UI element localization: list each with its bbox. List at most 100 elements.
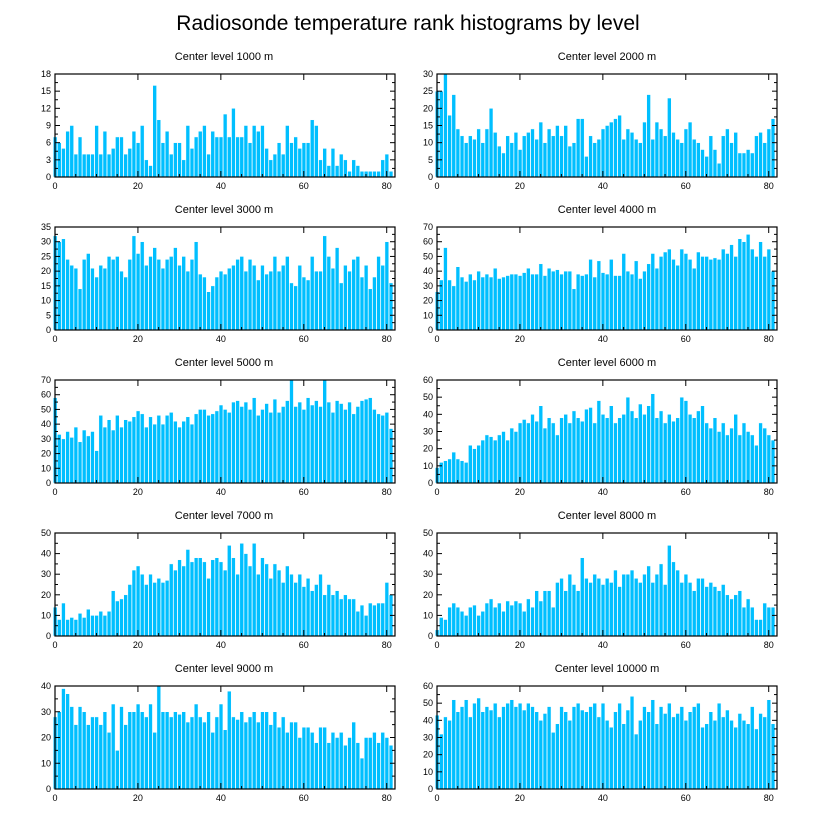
x-tick-label: 60 (299, 334, 309, 344)
histogram-bar (305, 142, 311, 178)
histogram-bar (638, 720, 643, 790)
histogram-bar (642, 706, 647, 790)
histogram-bar (741, 241, 747, 331)
histogram-bar (214, 276, 220, 331)
histogram-bar (604, 578, 610, 637)
histogram-bar (384, 582, 390, 637)
histogram-bar (696, 702, 701, 790)
histogram-bar (596, 716, 602, 790)
histogram-bar (721, 248, 726, 331)
histogram-bar (231, 557, 236, 637)
histogram-bar (61, 688, 66, 790)
x-tick-label: 80 (382, 640, 392, 650)
histogram-bar (210, 413, 215, 484)
histogram-bar (363, 737, 369, 790)
histogram-bar (156, 685, 161, 790)
histogram-bar (239, 406, 244, 484)
histogram-bar (310, 732, 315, 790)
histogram-bar (650, 253, 655, 331)
histogram-bar (617, 586, 622, 637)
histogram-bar (314, 584, 319, 637)
histogram-bar (123, 724, 128, 790)
histogram-bar (737, 152, 743, 178)
y-tick-label: 10 (41, 758, 51, 768)
histogram-bar (567, 422, 573, 484)
histogram-bar (571, 706, 577, 790)
histogram-bar (671, 716, 676, 790)
histogram-bar (671, 132, 676, 178)
x-tick-label: 20 (133, 640, 143, 650)
y-tick-label: 40 (41, 549, 51, 559)
histogram-bar (683, 400, 689, 484)
histogram-bar (260, 265, 265, 331)
histogram-bar (455, 266, 461, 331)
histogram-bar (239, 136, 244, 178)
histogram-bar (530, 273, 535, 331)
histogram-bar (575, 273, 581, 331)
y-tick-label: 50 (423, 698, 433, 708)
histogram-bar (493, 267, 498, 331)
x-tick-label: 80 (764, 793, 774, 803)
histogram-bar (86, 435, 91, 484)
histogram-bar (181, 420, 186, 484)
histogram-bar (318, 726, 323, 790)
histogram-bar (330, 594, 336, 637)
histogram-bar (185, 416, 191, 484)
histogram-bar (708, 582, 713, 637)
histogram-bar (252, 543, 257, 637)
histogram-bar (368, 737, 373, 790)
histogram-bar (725, 434, 730, 484)
histogram-bar (683, 128, 689, 178)
histogram-bar (754, 619, 759, 637)
histogram-bar (592, 142, 597, 178)
histogram-bar (305, 726, 311, 790)
histogram-bar (189, 423, 195, 484)
histogram-bar (542, 275, 548, 331)
histogram-bar (588, 706, 593, 790)
histogram-bar (305, 397, 311, 484)
x-tick-label: 60 (299, 181, 309, 191)
histogram-bar (663, 422, 668, 484)
histogram-bar (472, 448, 477, 484)
histogram-bar (169, 412, 174, 484)
histogram-bar (476, 444, 481, 484)
histogram-bar (484, 706, 490, 790)
histogram-bar (542, 713, 548, 790)
histogram-bar (173, 142, 178, 178)
histogram-bar (252, 711, 257, 790)
histogram-bar (604, 273, 610, 331)
histogram-bar (741, 606, 747, 637)
histogram-bar (476, 615, 481, 637)
histogram-bar (634, 417, 639, 484)
histogram-bar (310, 119, 315, 178)
histogram-bar (650, 582, 655, 637)
histogram-bar (745, 234, 751, 331)
histogram-bar (140, 413, 145, 484)
histogram-bar (501, 611, 506, 637)
histogram-bar (600, 584, 606, 637)
histogram-bar (480, 142, 485, 178)
histogram-bar (484, 273, 490, 331)
histogram-bar (592, 422, 597, 484)
y-tick-label: 20 (41, 266, 51, 276)
x-tick-label: 0 (434, 793, 439, 803)
histogram-bar (193, 136, 199, 178)
histogram-bar (551, 270, 556, 331)
histogram-bar (363, 398, 369, 484)
histogram-bar (488, 276, 494, 331)
histogram-bar (127, 711, 132, 790)
histogram-bar (497, 145, 502, 178)
histogram-bar (733, 726, 738, 790)
histogram-bar (252, 125, 257, 178)
histogram-bar (148, 256, 153, 331)
histogram-bar (160, 711, 166, 790)
histogram-bar (700, 149, 705, 178)
histogram-bar (330, 148, 336, 178)
histogram-bar (762, 716, 767, 790)
histogram-bar (181, 159, 186, 178)
histogram-bar (451, 699, 456, 790)
histogram-bar (750, 152, 755, 178)
histogram-bar (285, 565, 290, 637)
histogram-bar (468, 716, 473, 790)
histogram-bar (538, 405, 543, 484)
